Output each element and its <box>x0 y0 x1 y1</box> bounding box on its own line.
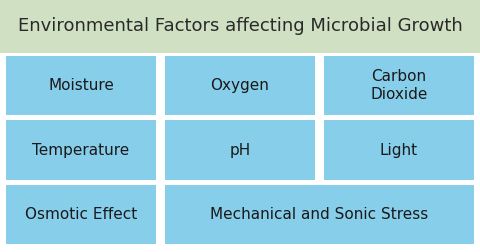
Bar <box>165 185 474 244</box>
Text: Temperature: Temperature <box>32 143 130 158</box>
Text: Oxygen: Oxygen <box>211 78 269 93</box>
Bar <box>0 0 480 53</box>
Text: Carbon
Dioxide: Carbon Dioxide <box>371 69 428 102</box>
Text: Mechanical and Sonic Stress: Mechanical and Sonic Stress <box>210 207 429 222</box>
Bar <box>6 120 156 180</box>
Bar <box>6 185 156 244</box>
Text: Light: Light <box>380 143 418 158</box>
Text: Osmotic Effect: Osmotic Effect <box>25 207 137 222</box>
Bar <box>165 56 315 115</box>
Text: Environmental Factors affecting Microbial Growth: Environmental Factors affecting Microbia… <box>18 17 462 36</box>
Text: Moisture: Moisture <box>48 78 114 93</box>
Text: pH: pH <box>229 143 251 158</box>
Bar <box>324 56 474 115</box>
Bar <box>6 56 156 115</box>
Bar <box>324 120 474 180</box>
Bar <box>165 120 315 180</box>
